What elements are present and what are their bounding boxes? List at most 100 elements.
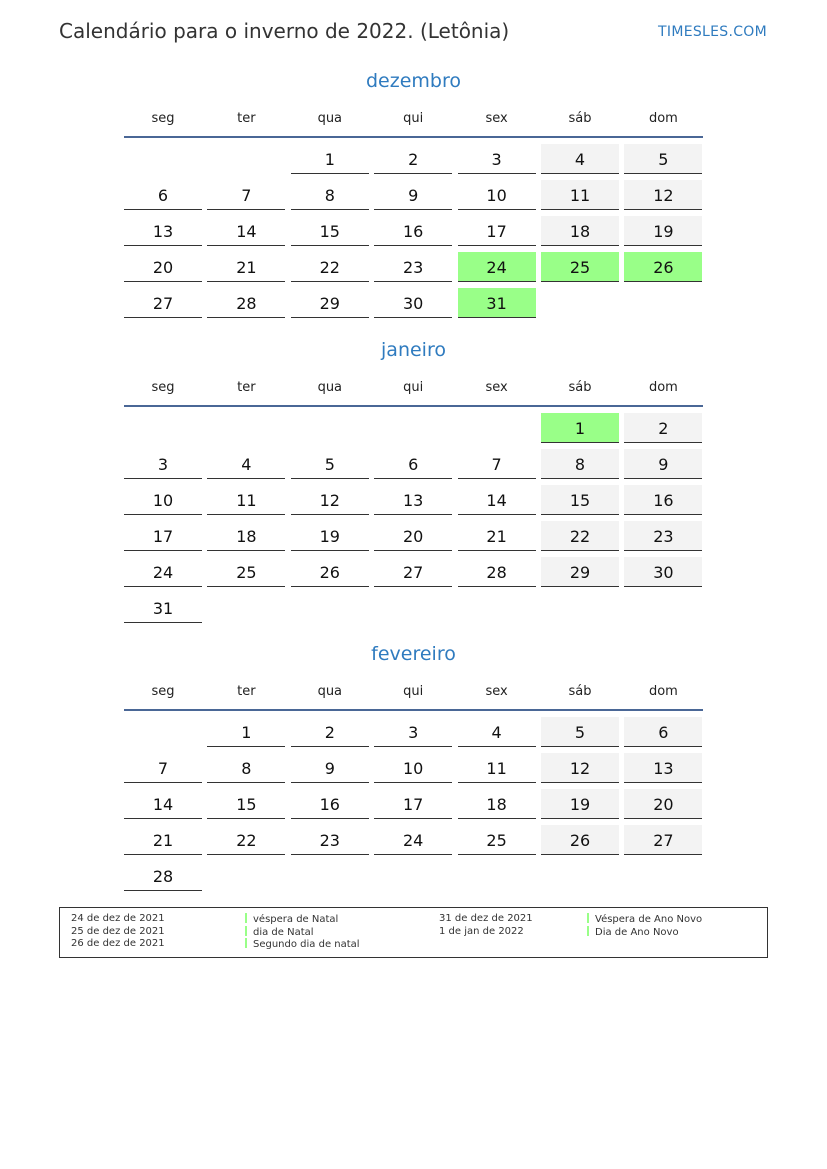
day-cell[interactable]: 23	[374, 252, 453, 282]
weekday-header: qua	[317, 380, 343, 395]
day-cell[interactable]: 4	[541, 144, 619, 174]
day-cell[interactable]: 27	[624, 825, 703, 855]
weekday-header: seg	[151, 111, 175, 126]
day-cell[interactable]: 31	[124, 593, 202, 623]
day-cell[interactable]: 6	[624, 717, 703, 747]
day-cell[interactable]: 17	[374, 789, 453, 819]
day-cell[interactable]: 5	[541, 717, 619, 747]
day-cell[interactable]: 21	[457, 521, 536, 551]
day-cell[interactable]: 18	[457, 789, 536, 819]
day-cell[interactable]: 15	[290, 216, 369, 246]
day-cell[interactable]: 11	[457, 753, 536, 783]
day-cell[interactable]: 24	[124, 557, 202, 587]
day-cell[interactable]: 31	[457, 288, 536, 318]
day-cell[interactable]: 30	[624, 557, 703, 587]
day-cell[interactable]: 10	[457, 180, 536, 210]
day-cell[interactable]: 14	[207, 216, 286, 246]
day-cell[interactable]: 6	[124, 180, 202, 210]
day-cell[interactable]: 1	[207, 717, 286, 747]
day-cell[interactable]: 28	[124, 861, 202, 891]
day-cell[interactable]: 11	[541, 180, 619, 210]
day-cell[interactable]: 18	[207, 521, 286, 551]
day-cell[interactable]: 7	[207, 180, 286, 210]
day-cell[interactable]: 23	[624, 521, 703, 551]
day-cell[interactable]: 2	[374, 144, 453, 174]
day-cell[interactable]: 8	[290, 180, 369, 210]
day-cell[interactable]: 10	[124, 485, 202, 515]
day-cell[interactable]: 12	[290, 485, 369, 515]
day-cell[interactable]: 8	[541, 449, 619, 479]
day-cell[interactable]: 22	[207, 825, 286, 855]
day-cell[interactable]: 3	[124, 449, 202, 479]
day-cell[interactable]: 17	[457, 216, 536, 246]
month-title: dezembro	[366, 70, 461, 92]
day-cell[interactable]: 2	[290, 717, 369, 747]
holiday-color-marker	[245, 925, 247, 936]
day-cell[interactable]: 3	[457, 144, 536, 174]
weekday-header: sáb	[568, 380, 592, 395]
day-cell[interactable]: 30	[374, 288, 453, 318]
day-cell[interactable]: 17	[124, 521, 202, 551]
day-cell[interactable]: 20	[374, 521, 453, 551]
day-cell[interactable]: 19	[541, 789, 619, 819]
day-cell[interactable]: 22	[290, 252, 369, 282]
day-cell[interactable]: 27	[374, 557, 453, 587]
day-cell[interactable]: 19	[624, 216, 703, 246]
day-cell[interactable]: 9	[374, 180, 453, 210]
day-cell[interactable]: 13	[624, 753, 703, 783]
day-cell[interactable]: 2	[624, 413, 703, 443]
day-cell[interactable]: 21	[207, 252, 286, 282]
legend-holiday-name: Véspera de Ano Novo	[595, 914, 703, 925]
day-cell[interactable]: 14	[457, 485, 536, 515]
day-cell[interactable]: 15	[207, 789, 286, 819]
day-cell[interactable]: 26	[541, 825, 619, 855]
day-cell[interactable]: 7	[124, 753, 202, 783]
day-cell[interactable]: 7	[457, 449, 536, 479]
day-cell[interactable]: 23	[290, 825, 369, 855]
day-cell[interactable]: 24	[457, 252, 536, 282]
day-cell[interactable]: 16	[374, 216, 453, 246]
day-cell[interactable]: 27	[124, 288, 202, 318]
day-cell[interactable]: 25	[207, 557, 286, 587]
day-cell[interactable]: 28	[207, 288, 286, 318]
day-cell[interactable]: 1	[541, 413, 619, 443]
weekday-header: dom	[648, 380, 678, 395]
day-cell[interactable]: 9	[290, 753, 369, 783]
brand-link[interactable]: TIMESLES.COM	[658, 24, 767, 40]
day-cell[interactable]: 13	[374, 485, 453, 515]
day-cell[interactable]: 15	[541, 485, 619, 515]
day-cell[interactable]: 16	[290, 789, 369, 819]
day-cell[interactable]: 24	[374, 825, 453, 855]
day-cell[interactable]: 21	[124, 825, 202, 855]
day-cell[interactable]: 5	[624, 144, 703, 174]
day-cell[interactable]: 1	[290, 144, 369, 174]
day-cell[interactable]: 16	[624, 485, 703, 515]
day-cell[interactable]: 8	[207, 753, 286, 783]
weekday-header: qui	[403, 380, 424, 395]
day-cell[interactable]: 14	[124, 789, 202, 819]
day-cell[interactable]: 20	[124, 252, 202, 282]
day-cell[interactable]: 10	[374, 753, 453, 783]
day-cell[interactable]: 18	[541, 216, 619, 246]
day-cell[interactable]: 26	[290, 557, 369, 587]
day-cell[interactable]: 3	[374, 717, 453, 747]
day-cell[interactable]: 19	[290, 521, 369, 551]
day-cell[interactable]: 6	[374, 449, 453, 479]
day-cell[interactable]: 25	[457, 825, 536, 855]
day-cell[interactable]: 9	[624, 449, 703, 479]
day-cell[interactable]: 11	[207, 485, 286, 515]
day-cell[interactable]: 25	[541, 252, 619, 282]
day-cell[interactable]: 29	[290, 288, 369, 318]
day-cell[interactable]: 26	[624, 252, 703, 282]
day-cell[interactable]: 12	[541, 753, 619, 783]
day-cell[interactable]: 5	[290, 449, 369, 479]
day-cell[interactable]: 22	[541, 521, 619, 551]
day-cell[interactable]: 29	[541, 557, 619, 587]
day-cell[interactable]: 12	[624, 180, 703, 210]
day-cell[interactable]: 4	[457, 717, 536, 747]
day-cell[interactable]: 13	[124, 216, 202, 246]
day-cell[interactable]: 28	[457, 557, 536, 587]
weekday-header: seg	[151, 684, 175, 699]
day-cell[interactable]: 20	[624, 789, 703, 819]
day-cell[interactable]: 4	[207, 449, 286, 479]
